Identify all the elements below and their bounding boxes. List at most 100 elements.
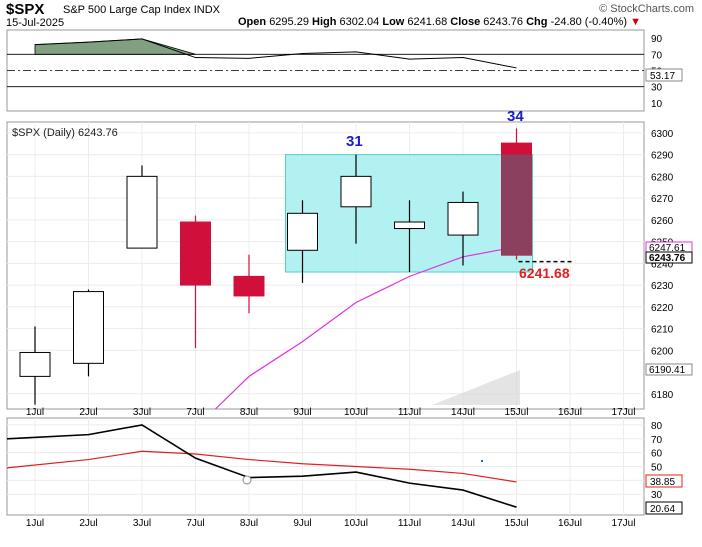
- bottom-x-label-11Jul: 11Jul: [398, 518, 421, 529]
- price-x-label-17Jul: 17Jul: [612, 407, 636, 418]
- bottom-x-label-8Jul: 8Jul: [240, 518, 258, 529]
- high-value: 6302.04: [339, 16, 380, 28]
- price-label-volume-text: 6190.41: [649, 365, 686, 376]
- top-tick-30: 30: [651, 83, 663, 94]
- bottom-panel-gridlines: [7, 418, 644, 515]
- chart-date: 15-Jul-2025: [6, 17, 65, 29]
- crossover-marker: [242, 475, 252, 485]
- close-label: Close: [450, 16, 481, 28]
- price-x-label-16Jul: 16Jul: [558, 407, 582, 418]
- bottom-x-label-3Jul: 3Jul: [133, 518, 151, 529]
- price-axis-ticks: 6300629062806270626062506240623062206210…: [651, 129, 674, 401]
- top-panel-gridlines: [7, 53, 644, 88]
- bottom-x-label-9Jul: 9Jul: [293, 518, 311, 529]
- bottom-x-axis-labels: 1Jul 2Jul 3Jul 7Jul 8Jul 9Jul 10Jul 11Jul 14Jul 1…: [26, 518, 636, 529]
- bottom-last-value-black-text: 20.64: [650, 504, 675, 515]
- top-last-value-marker: 53.17: [645, 68, 683, 82]
- bottom-tick-50: 50: [651, 463, 663, 474]
- down-arrow-icon: ▼: [630, 16, 641, 28]
- bottom-tick-70: 70: [651, 435, 663, 446]
- volume-wedge: [432, 370, 520, 405]
- low-value: 6241.68: [407, 16, 448, 28]
- candle-body-9Jul: [287, 212, 318, 251]
- top-indicator-fill: [34, 38, 196, 55]
- top-tick-10: 10: [651, 99, 663, 110]
- bottom-tick-30: 30: [651, 490, 663, 501]
- ohlc-readout: Open 6295.29 High 6302.04 Low 6241.68 Cl…: [238, 16, 641, 28]
- security-name: S&P 500 Large Cap Index INDX: [63, 4, 220, 16]
- top-last-value-text: 53.17: [650, 71, 675, 82]
- price-panel-frame: [6, 121, 645, 410]
- low-price-label: 6241.68: [519, 265, 570, 281]
- price-tick-6280: 6280: [651, 172, 674, 183]
- price-tick-6200: 6200: [651, 346, 674, 357]
- candle-body-14Jul: [447, 201, 479, 236]
- price-label-volume-box: [645, 363, 693, 376]
- price-label-close-text: 6243.76: [649, 253, 686, 264]
- bottom-x-label-1Jul: 1Jul: [26, 518, 44, 529]
- price-panel: 6300629062806270626062506240623062206210…: [6, 108, 693, 418]
- bottom-axis-ticks: 807060504030: [651, 421, 663, 501]
- high-label: High: [312, 16, 337, 28]
- candle-8Jul: [233, 254, 265, 314]
- exchange-code: INDX: [193, 4, 220, 16]
- candle-15Jul: [501, 128, 532, 260]
- bottom-tick-60: 60: [651, 449, 663, 460]
- candle-1Jul: [19, 326, 51, 405]
- bottom-tick-80: 80: [651, 421, 663, 432]
- price-x-label-2Jul: 2Jul: [79, 407, 97, 418]
- bottom-x-label-16Jul: 16Jul: [558, 518, 582, 529]
- bottom-x-label-17Jul: 17Jul: [612, 518, 636, 529]
- price-tick-6260: 6260: [651, 216, 674, 227]
- price-x-label-9Jul: 9Jul: [293, 407, 311, 418]
- price-x-label-15Jul: 15Jul: [505, 407, 529, 418]
- candle-body-8Jul: [233, 275, 265, 297]
- bottom-last-value-black-box: [645, 501, 683, 515]
- price-label-close-box: [645, 251, 693, 264]
- candlesticks: [19, 128, 532, 405]
- candle-7Jul: [180, 215, 211, 349]
- bottom-indicator-panel: 807060504030 38.85 20.64 1Jul2Jul3Jul7Ju…: [6, 417, 683, 529]
- price-tick-6290: 6290: [651, 151, 674, 162]
- security-full-name: S&P 500 Large Cap Index: [63, 4, 191, 16]
- candle-body-11Jul: [394, 221, 425, 230]
- price-tick-6210: 6210: [651, 325, 674, 336]
- price-label-ma-text: 6247.61: [649, 243, 686, 254]
- price-tick-6240: 6240: [651, 259, 674, 270]
- price-x-axis-labels: 1Jul 2Jul 3Jul 7Jul 8Jul 9Jul 10Jul 11Jul 14Jul 1…: [26, 407, 636, 418]
- price-x-label-11Jul: 11Jul: [398, 407, 421, 418]
- candle-14Jul: [447, 191, 479, 266]
- top-indicator-panel: 9070503010 53.17: [6, 29, 683, 112]
- change-value: -24.80 (-0.40%): [550, 16, 627, 28]
- candle-body-7Jul: [180, 221, 211, 286]
- count-label-31: 31: [346, 133, 363, 150]
- bottom-x-label-15Jul: 15Jul: [505, 518, 529, 529]
- stray-marker: [481, 460, 483, 462]
- candle-2Jul: [73, 289, 104, 377]
- price-x-label-10Jul: 10Jul: [344, 407, 368, 418]
- bottom-x-label-14Jul: 14Jul: [451, 518, 475, 529]
- candle-body-1Jul: [19, 351, 51, 377]
- candle-3Jul: [126, 165, 158, 249]
- bottom-x-label-2Jul: 2Jul: [79, 518, 97, 529]
- price-label-volume: 6190.41: [645, 363, 693, 376]
- close-value: 6243.76: [483, 16, 524, 28]
- price-x-label-7Jul: 7Jul: [186, 407, 204, 418]
- top-indicator-line: [34, 38, 517, 69]
- candle-9Jul: [287, 200, 318, 283]
- price-x-label-8Jul: 8Jul: [240, 407, 258, 418]
- chart-header: $SPX S&P 500 Large Cap Index INDX 15-Jul…: [0, 0, 702, 30]
- price-tick-6220: 6220: [651, 303, 674, 314]
- bottom-x-label-10Jul: 10Jul: [344, 518, 368, 529]
- bottom-last-value-red: 38.85: [645, 474, 683, 488]
- price-label-close: 6243.76: [645, 251, 693, 264]
- symbol: $SPX: [6, 1, 45, 18]
- top-last-value-box: [645, 68, 683, 82]
- top-tick-90: 90: [651, 34, 663, 45]
- open-label: Open: [238, 16, 267, 28]
- price-x-label-3Jul: 3Jul: [133, 407, 151, 418]
- candle-body-2Jul: [73, 291, 104, 364]
- change-label: Chg: [526, 16, 548, 28]
- price-x-label-14Jul: 14Jul: [451, 407, 475, 418]
- price-tick-6230: 6230: [651, 281, 674, 292]
